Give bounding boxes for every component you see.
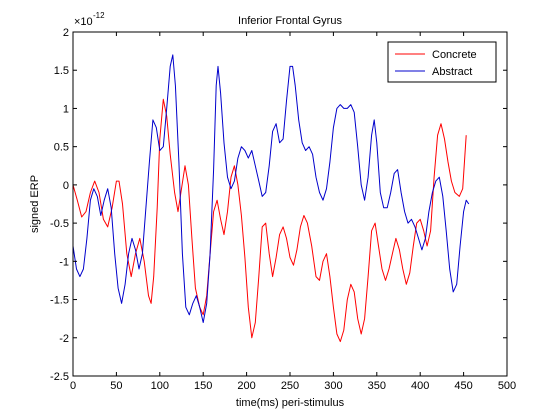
y-axis-label: signed ERP [29, 175, 41, 233]
plot-area [73, 32, 507, 376]
ticks-layer: 0 50 100 150 200 250 300 350 400 450 500 -2.5 -2 -1.5… [50, 27, 516, 392]
legend: Concrete Abstract [387, 41, 497, 83]
series-line-abstract [72, 54, 470, 323]
chart-title: Inferior Frontal Gyrus [238, 15, 342, 27]
x-tick-label: 200 [237, 380, 255, 392]
y-tick-label: 2 [63, 27, 69, 39]
y-tick-label: -0.5 [50, 218, 69, 230]
y-exponent: -12 [93, 11, 105, 20]
y-multiplier: ×10 [74, 16, 93, 28]
x-tick-label: 350 [368, 380, 386, 392]
y-tick-label: -1 [59, 256, 69, 268]
legend-label-abstract: Abstract [432, 66, 472, 78]
legend-label-concrete: Concrete [432, 49, 477, 61]
x-tick-label: 150 [194, 380, 212, 392]
x-tick-label: 300 [324, 380, 342, 392]
x-tick-label: 50 [110, 380, 122, 392]
x-tick-label: 0 [70, 380, 76, 392]
x-tick-label: 250 [281, 380, 299, 392]
y-tick-label: -2.5 [50, 371, 69, 383]
x-tick-label: 450 [454, 380, 472, 392]
series-layer [72, 54, 470, 343]
x-axis-label: time(ms) peri-stimulus [236, 397, 345, 409]
y-tick-label: 1 [63, 103, 69, 115]
legend-box [387, 41, 497, 83]
x-tick-label: 500 [498, 380, 516, 392]
x-tick-label: 400 [411, 380, 429, 392]
series-line-concrete [72, 98, 467, 343]
x-tick-label: 100 [151, 380, 169, 392]
y-tick-label: 1.5 [54, 65, 69, 77]
y-tick-label: -2 [59, 333, 69, 345]
y-tick-label: 0 [63, 180, 69, 192]
y-tick-label: -1.5 [50, 295, 69, 307]
y-tick-label: 0.5 [54, 142, 69, 154]
